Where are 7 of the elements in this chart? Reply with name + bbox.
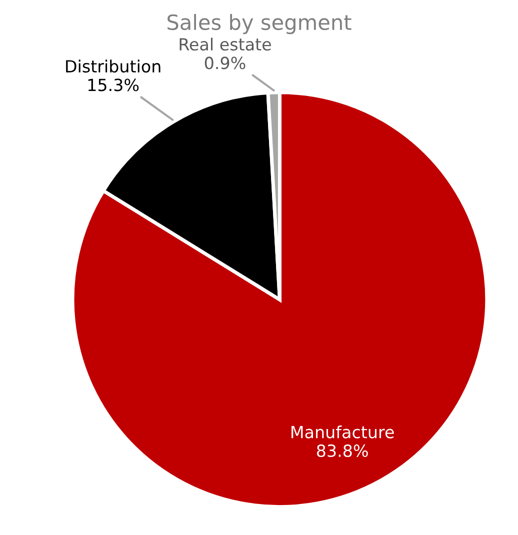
slice-label: Distribution xyxy=(66,60,160,73)
data-label: 0.9% xyxy=(204,56,246,70)
slice-label: Real estate xyxy=(180,38,271,51)
data-label: 83.8% xyxy=(316,444,368,458)
chart-title: Sales by segment xyxy=(168,14,352,34)
data-label: 15.3% xyxy=(88,78,139,92)
slice-label: Manufacture xyxy=(292,425,394,438)
